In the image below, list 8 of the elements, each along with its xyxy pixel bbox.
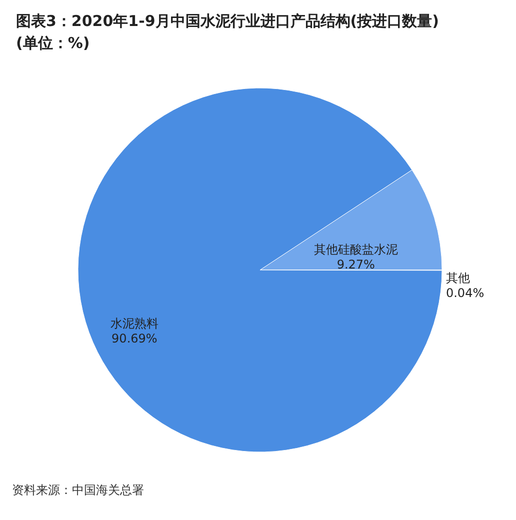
- data-label: 0.04%: [446, 286, 484, 300]
- data-label: 90.69%: [112, 331, 158, 346]
- data-label: 9.27%: [336, 257, 375, 272]
- slice-label: 其他: [446, 271, 470, 286]
- slice-label: 水泥熟料: [110, 316, 158, 330]
- chart-title: 图表3：2020年1-9月中国水泥行业进口产品结构(按进口数量)(单位：%): [15, 11, 440, 54]
- slice-label: 其他硅酸盐水泥: [314, 242, 398, 256]
- text: 资料来源：中国海关总署: [12, 483, 144, 497]
